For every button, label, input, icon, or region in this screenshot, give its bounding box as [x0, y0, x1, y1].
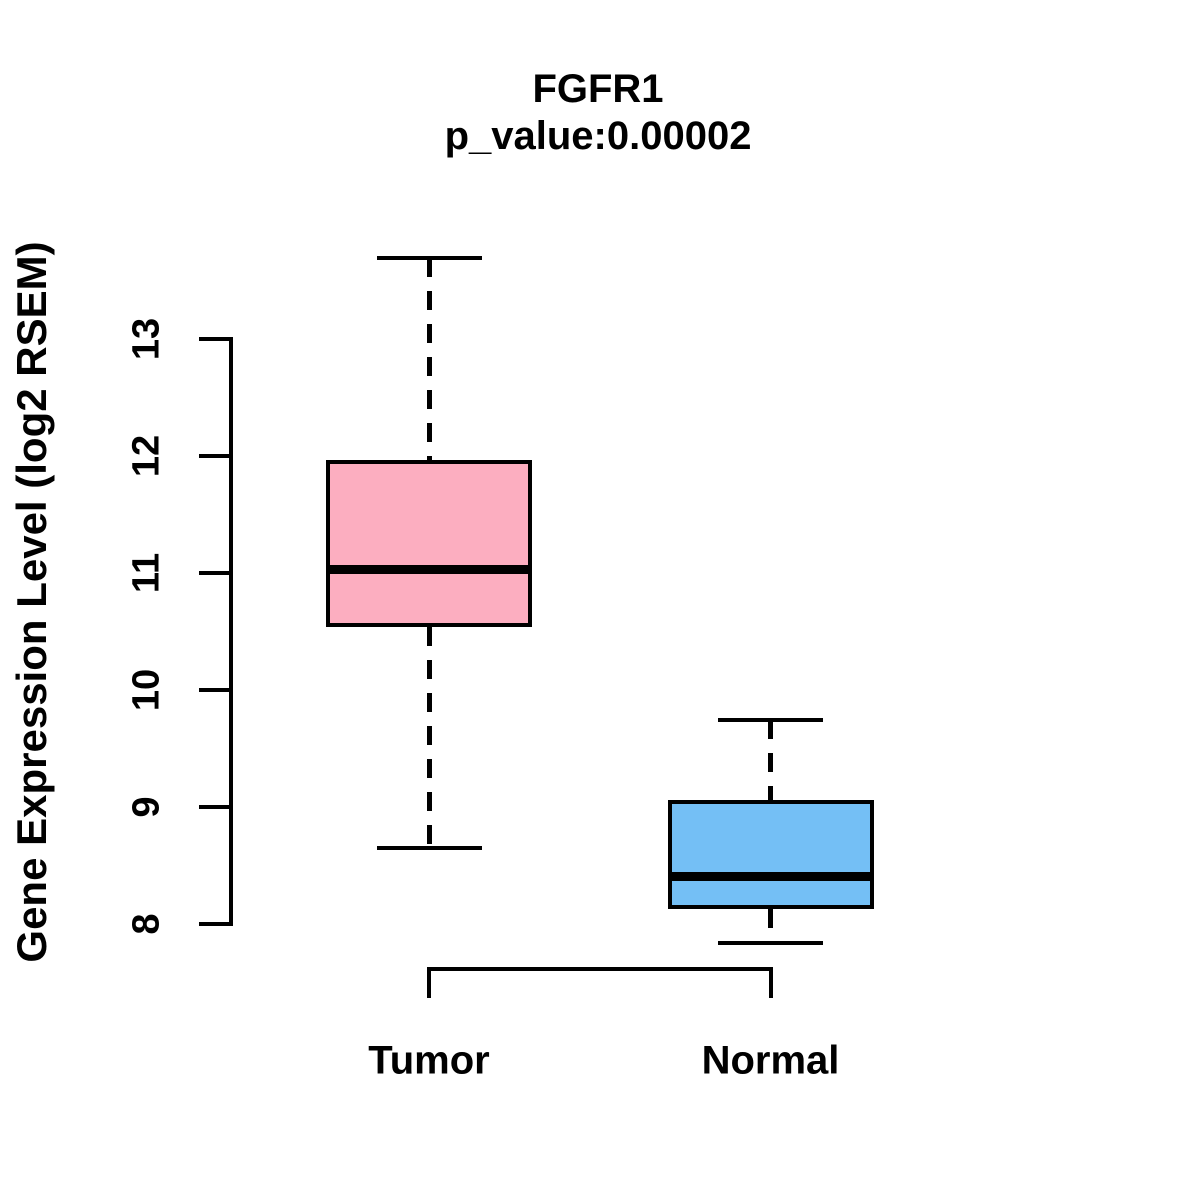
tumor-upper-whisker-cap: [376, 256, 482, 261]
y-tick-mark: [199, 922, 229, 926]
normal-median-line: [667, 871, 874, 881]
y-tick-mark: [199, 688, 229, 692]
normal-lower-whisker-cap: [718, 940, 823, 945]
y-tick-mark: [199, 571, 229, 575]
y-tick-label: 8: [125, 913, 168, 935]
y-axis-line: [229, 337, 233, 926]
chart-title: FGFR1 p_value:0.00002: [445, 66, 752, 160]
y-tick-mark: [199, 454, 229, 458]
tumor-upper-whisker: [426, 258, 432, 460]
tumor-lower-whisker-cap: [376, 845, 482, 850]
tumor-box: [326, 459, 532, 627]
normal-lower-whisker: [768, 908, 773, 943]
y-tick-mark: [199, 337, 229, 341]
x-axis-tick-right: [768, 969, 773, 998]
p-value-subtitle: p_value:0.00002: [444, 114, 752, 159]
y-tick-label: 11: [125, 552, 168, 594]
gene-title: FGFR1: [532, 67, 664, 111]
y-tick-label: 9: [125, 796, 168, 818]
normal-upper-whisker: [768, 720, 773, 800]
x-axis-line: [427, 967, 773, 971]
category-label-normal: Normal: [701, 1038, 840, 1083]
y-tick-label: 10: [125, 668, 168, 712]
category-label-tumor: Tumor: [368, 1038, 490, 1083]
y-tick-label: 13: [125, 317, 168, 361]
tumor-median-line: [326, 564, 532, 574]
y-tick-label: 12: [125, 434, 168, 478]
normal-upper-whisker-cap: [718, 718, 823, 723]
tumor-lower-whisker: [426, 626, 432, 848]
x-axis-tick-left: [427, 969, 431, 998]
y-tick-mark: [199, 805, 229, 809]
normal-box: [667, 799, 874, 909]
